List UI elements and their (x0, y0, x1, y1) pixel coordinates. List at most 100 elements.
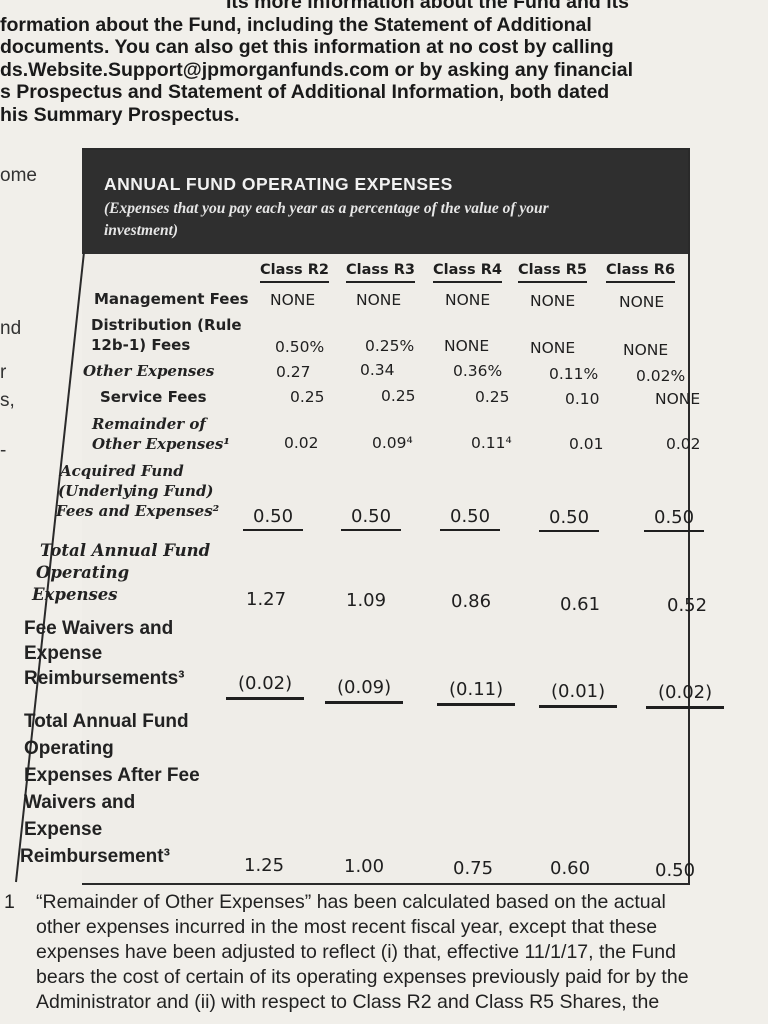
table-cell: 0.27 (276, 363, 311, 381)
table-cell: 0.60 (550, 858, 591, 879)
label-line: Reimbursement³ (20, 846, 170, 867)
class-header-r4: Class R4 (433, 262, 502, 283)
label-line: Expense (24, 643, 103, 664)
class-header-r2: Class R2 (260, 262, 329, 283)
label-line: Expenses After Fee (24, 765, 200, 786)
table-cell: 0.34 (360, 361, 395, 379)
label-line: Operating (24, 738, 114, 759)
table-cell: 0.61 (560, 594, 601, 615)
table-cell: 0.86 (451, 591, 492, 612)
table-cell: NONE (444, 337, 490, 355)
table-subtitle: (Expenses that you pay each year as a pe… (104, 200, 549, 239)
table-cell: 0.52 (667, 595, 708, 616)
row-label-remainder-other-expenses: Remainder of Other Expenses¹ (92, 414, 230, 454)
class-header-r6: Class R6 (606, 262, 675, 283)
row-label-acquired-fund: Acquired Fund (Underlying Fund) Fees and… (56, 461, 219, 521)
table-cell: 0.50 (243, 506, 304, 531)
table-cell: (0.09) (325, 677, 404, 704)
table-cell: 0.02 (284, 434, 319, 452)
intro-line: Its more information about the Fund and … (226, 0, 629, 13)
label-line: Remainder of (92, 415, 206, 433)
table-cell: 0.01 (569, 435, 604, 453)
table-cell: 0.25 (381, 387, 416, 405)
intro-line: his Summary Prospectus. (0, 103, 240, 126)
table-cell: (0.11) (437, 679, 516, 706)
footnote-number: 1 (4, 891, 15, 913)
footnote-line: Administrator and (ii) with respect to C… (36, 991, 660, 1013)
margin-fragment: r (0, 362, 7, 383)
label-line: Reimbursements³ (24, 668, 185, 689)
label-line: Fees and Expenses² (56, 502, 220, 520)
table-cell: 0.02% (636, 367, 686, 385)
margin-fragment: nd (0, 318, 22, 339)
intro-line: ds.Website.Support@jpmorganfunds.com or … (0, 58, 633, 81)
table-cell: NONE (619, 293, 665, 311)
row-label-total-annual: Total Annual Fund Operating Expenses (32, 540, 211, 606)
intro-paragraph: Its more information about the Fund and … (0, 0, 768, 126)
row-label-other-expenses: Other Expenses (83, 362, 215, 380)
table-cell: NONE (356, 291, 402, 309)
table-cell: 0.25 (475, 388, 510, 406)
table-cell: 1.25 (244, 855, 285, 876)
row-label-fee-waivers: Fee Waivers and Expense Reimbursements³ (24, 616, 185, 691)
class-header-r5: Class R5 (518, 262, 587, 283)
row-label-total-after-waivers: Total Annual Fund Operating Expenses Aft… (20, 708, 200, 870)
margin-fragment: ome (0, 165, 37, 186)
table-cell: 0.02 (666, 435, 701, 453)
intro-line: formation about the Fund, including the … (0, 13, 592, 36)
label-line: 12b-1) Fees (91, 336, 191, 354)
table-cell: 0.25% (365, 337, 415, 355)
intro-line: documents. You can also get this informa… (0, 36, 614, 58)
intro-line: s Prospectus and Statement of Additional… (0, 81, 610, 103)
table-cell: 0.50 (644, 507, 705, 532)
table-cell: NONE (655, 390, 701, 408)
footnote-line: “Remainder of Other Expenses” has been c… (36, 891, 666, 913)
footnote-line: bears the cost of certain of its operati… (36, 966, 689, 988)
label-line: Total Annual Fund (24, 711, 189, 732)
table-cell: 0.10 (565, 390, 600, 408)
table-cell: 1.00 (344, 856, 385, 877)
table-cell: 0.50 (440, 506, 501, 531)
table-cell: 1.09 (346, 590, 387, 611)
label-line: Expenses (32, 585, 118, 604)
table-header: ANNUAL FUND OPERATING EXPENSES (Expenses… (82, 150, 688, 254)
margin-fragment: - (0, 440, 7, 461)
label-line: Total Annual Fund (40, 541, 211, 560)
table-cell: NONE (530, 292, 576, 310)
table-cell: NONE (623, 341, 669, 359)
table-cell: 0.50% (275, 338, 325, 356)
label-line: Distribution (Rule (91, 316, 242, 334)
expense-table: ANNUAL FUND OPERATING EXPENSES (Expenses… (82, 148, 690, 885)
table-cell: 0.50 (655, 860, 696, 881)
table-cell: NONE (530, 339, 576, 357)
footnote-line: expenses have been adjusted to reflect (… (36, 941, 676, 963)
row-label-distribution: Distribution (Rule 12b-1) Fees (91, 315, 242, 355)
table-cell: (0.02) (226, 673, 305, 700)
table-cell: 0.36% (453, 362, 503, 380)
table-cell: (0.02) (646, 682, 725, 709)
table-cell: 0.50 (341, 506, 402, 531)
table-cell: 0.11% (549, 365, 599, 383)
label-line: (Underlying Fund) (58, 482, 214, 500)
footnote-line: other expenses incurred in the most rece… (36, 916, 658, 938)
table-cell: 0.25 (290, 388, 325, 406)
footnote-text: “Remainder of Other Expenses” has been c… (36, 890, 756, 1015)
label-line: Acquired Fund (60, 462, 184, 480)
class-header-r3: Class R3 (346, 262, 415, 283)
table-cell: 0.11⁴ (471, 434, 512, 452)
label-line: Operating (36, 563, 130, 582)
label-line: Other Expenses¹ (92, 435, 230, 453)
table-cell: 0.75 (453, 858, 494, 879)
table-cell: 0.09⁴ (372, 434, 413, 452)
table-title: ANNUAL FUND OPERATING EXPENSES (104, 174, 453, 194)
margin-fragment: s, (0, 390, 15, 411)
label-line: Waivers and (24, 792, 136, 813)
row-label-management-fees: Management Fees (94, 290, 249, 308)
row-label-service-fees: Service Fees (100, 388, 207, 406)
table-cell: NONE (445, 291, 491, 309)
table-cell: NONE (270, 291, 316, 309)
table-cell: 0.50 (539, 507, 600, 532)
table-cell: (0.01) (539, 681, 618, 708)
table-cell: 1.27 (246, 589, 287, 610)
